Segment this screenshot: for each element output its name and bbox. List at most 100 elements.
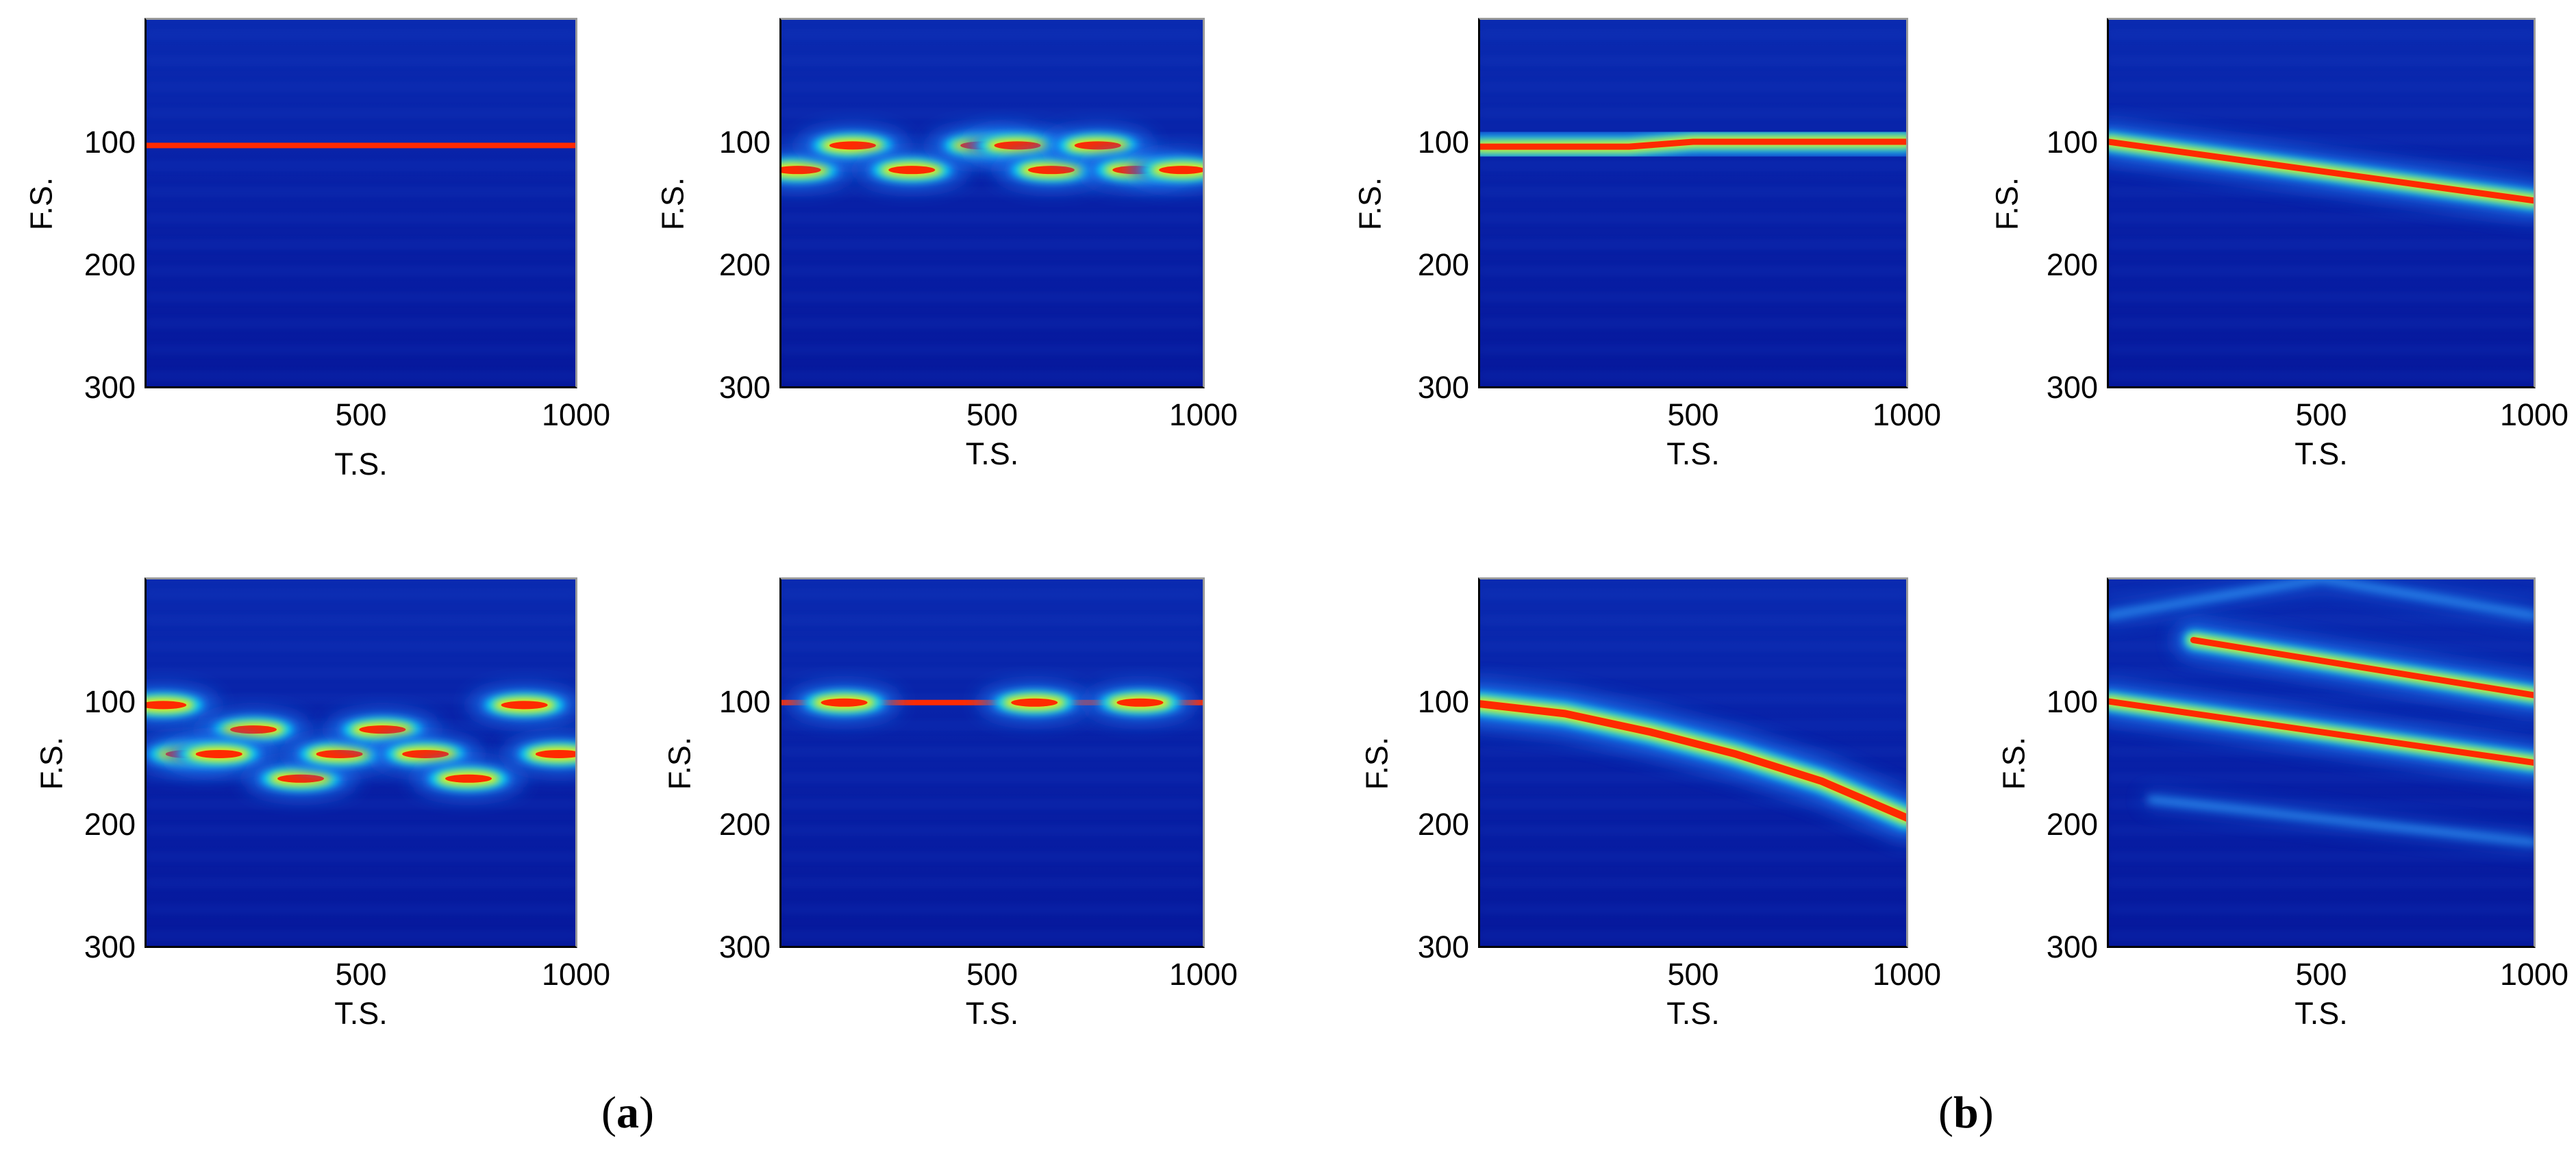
noise-band	[781, 84, 1203, 89]
ridge-1-layer-4	[1479, 138, 1907, 150]
noise-band	[2108, 881, 2534, 886]
noise-band	[146, 907, 576, 912]
noise-band	[1479, 644, 1907, 649]
noise-band	[146, 592, 576, 597]
y-tick-label: 300	[84, 929, 136, 964]
x-axis-label: T.S.	[334, 447, 388, 482]
noise-band	[781, 242, 1203, 247]
noise-band	[2108, 592, 2534, 597]
noise-band	[2108, 697, 2534, 701]
noise-band	[146, 268, 576, 273]
noise-band	[146, 58, 576, 63]
noise-band	[1479, 347, 1907, 352]
noise-band	[1479, 592, 1907, 597]
x-axis-label: T.S.	[2294, 436, 2348, 471]
noise-band	[1479, 84, 1907, 89]
x-tick-label: 1000	[2499, 957, 2569, 992]
y-tick-label: 200	[718, 247, 771, 282]
noise-band	[1479, 32, 1907, 37]
noise-band	[146, 775, 576, 780]
noise-band	[781, 618, 1203, 623]
noise-band	[146, 933, 576, 938]
noise-band	[1479, 373, 1907, 378]
y-axis-label: F.S.	[1989, 177, 2025, 230]
heatmap-svg-6	[781, 579, 1203, 947]
noise-band	[146, 295, 576, 299]
y-tick-label: 100	[84, 125, 136, 160]
y-tick-label: 100	[2046, 684, 2098, 719]
noise-band	[781, 190, 1203, 195]
heatmap-plot-5	[146, 579, 576, 947]
noise-band	[781, 749, 1203, 754]
noise-band	[2108, 58, 2534, 63]
heatmap-svg-2	[781, 19, 1203, 387]
y-axis-label: F.S.	[1359, 736, 1395, 790]
noise-band	[1479, 881, 1907, 886]
y-tick-label: 200	[84, 247, 136, 282]
noise-band	[146, 163, 576, 168]
noise-band	[781, 216, 1203, 221]
noise-band	[781, 347, 1203, 352]
heatmap-plot-6	[781, 579, 1203, 947]
y-tick-label: 100	[2046, 125, 2098, 160]
noise-band	[1479, 907, 1907, 912]
noise-band	[781, 907, 1203, 912]
noise-band	[781, 592, 1203, 597]
blob-8-layer-4	[402, 749, 449, 758]
noise-band	[2108, 618, 2534, 623]
blob-6-layer-4	[1027, 166, 1075, 175]
heatmap-plot-3	[1479, 19, 1907, 387]
noise-band	[781, 268, 1203, 273]
x-tick-label: 1000	[1872, 397, 1942, 432]
noise-band	[2108, 802, 2534, 807]
noise-band	[781, 854, 1203, 859]
noise-band	[1479, 163, 1907, 168]
noise-band	[146, 111, 576, 116]
ridge-1-layer-4	[2108, 138, 2534, 204]
ridge-4-layer-2	[2108, 579, 2534, 619]
y-tick-label: 300	[1417, 929, 1469, 964]
noise-band	[146, 216, 576, 221]
noise-band	[781, 163, 1203, 168]
noise-band	[781, 111, 1203, 116]
blob-9-layer-4	[445, 774, 492, 783]
ridge-2-layer-4	[2190, 637, 2534, 699]
x-tick-label: 1000	[541, 957, 611, 992]
noise-band	[2108, 828, 2534, 833]
ridge-1-layer-4	[1479, 700, 1907, 822]
x-tick-label: 500	[966, 957, 1018, 992]
noise-band	[2108, 32, 2534, 37]
noise-band	[781, 775, 1203, 780]
ridge-3-layer-2	[2147, 796, 2534, 846]
noise-band	[781, 881, 1203, 886]
x-tick-label: 1000	[541, 397, 611, 432]
noise-band	[2108, 268, 2534, 273]
noise-band	[146, 644, 576, 649]
heatmap-plot-4	[2108, 19, 2534, 387]
noise-band	[146, 242, 576, 247]
x-tick-label: 1000	[2499, 397, 2569, 432]
y-axis-label: F.S.	[1996, 736, 2031, 790]
blob-3-layer-4	[888, 166, 936, 175]
noise-band	[2108, 347, 2534, 352]
noise-band	[2108, 373, 2534, 378]
heatmap-background	[1479, 19, 1907, 387]
x-tick-label: 1000	[1872, 957, 1942, 992]
noise-band	[1479, 216, 1907, 221]
blob-11-layer-4	[535, 749, 576, 758]
heatmap-svg-3	[1479, 19, 1907, 387]
blob-7-layer-4	[359, 725, 406, 734]
y-axis-label: F.S.	[34, 736, 69, 790]
y-tick-label: 100	[84, 684, 136, 719]
x-axis-label: T.S.	[1666, 436, 1720, 471]
blob-5-layer-4	[994, 141, 1041, 150]
y-tick-label: 100	[1417, 684, 1469, 719]
noise-band	[1479, 190, 1907, 195]
blob-3-layer-4	[230, 725, 277, 734]
noise-band	[2108, 190, 2534, 195]
noise-band	[2108, 749, 2534, 754]
y-tick-label: 100	[718, 125, 771, 160]
noise-band	[781, 644, 1203, 649]
heatmap-background	[781, 19, 1203, 387]
y-tick-label: 300	[1417, 370, 1469, 405]
